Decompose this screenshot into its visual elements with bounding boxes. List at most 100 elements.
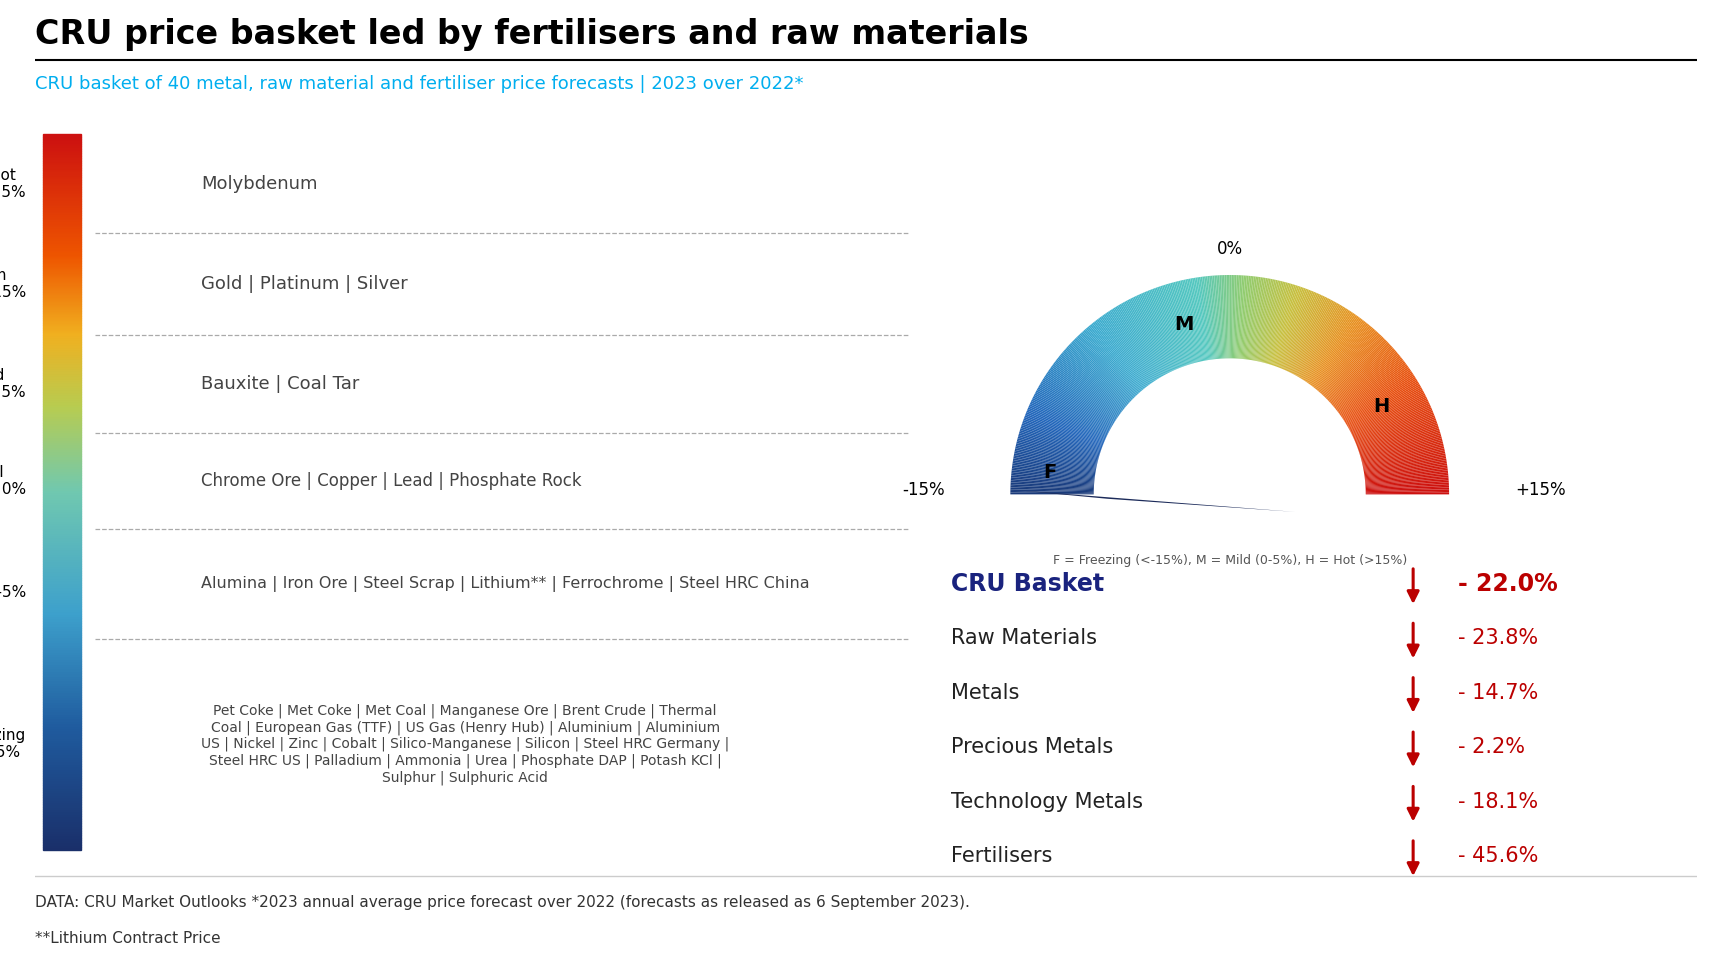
Wedge shape (1011, 481, 1095, 487)
Bar (43, 466, 81, 468)
Wedge shape (1327, 341, 1387, 399)
Text: DATA: CRU Market Outlooks *2023 annual average price forecast over 2022 (forecas: DATA: CRU Market Outlooks *2023 annual a… (35, 895, 970, 910)
Text: F = Freezing (<-15%), M = Mild (0-5%), H = Hot (>15%): F = Freezing (<-15%), M = Mild (0-5%), H… (1053, 554, 1406, 566)
Bar (43, 399, 81, 401)
Wedge shape (1088, 325, 1143, 391)
Bar (43, 721, 81, 723)
Bar (43, 785, 81, 787)
Wedge shape (1249, 277, 1263, 360)
Bar (43, 229, 81, 232)
Wedge shape (1271, 285, 1297, 365)
Wedge shape (1011, 470, 1095, 481)
Bar (43, 470, 81, 473)
Wedge shape (1240, 276, 1249, 359)
Wedge shape (1292, 300, 1332, 374)
Bar (43, 165, 81, 168)
Wedge shape (1365, 486, 1450, 491)
Wedge shape (1037, 386, 1112, 428)
Wedge shape (1185, 279, 1204, 361)
Wedge shape (1126, 300, 1166, 374)
Bar (43, 592, 81, 594)
Wedge shape (1353, 397, 1427, 436)
Bar (43, 528, 81, 530)
Wedge shape (1349, 387, 1422, 429)
Wedge shape (1011, 464, 1095, 476)
Bar (43, 700, 81, 702)
Bar (43, 358, 81, 361)
Wedge shape (1242, 276, 1252, 359)
Wedge shape (1018, 435, 1098, 459)
Bar (43, 228, 81, 229)
Bar (43, 771, 81, 774)
Wedge shape (1256, 279, 1275, 361)
Text: Warm
5% to 15%: Warm 5% to 15% (0, 268, 26, 300)
Bar (43, 380, 81, 382)
Text: Gold | Platinum | Silver: Gold | Platinum | Silver (201, 275, 407, 293)
Wedge shape (1328, 345, 1391, 402)
Bar (43, 492, 81, 494)
Wedge shape (1361, 440, 1443, 462)
Wedge shape (1278, 290, 1311, 368)
Wedge shape (1027, 411, 1103, 444)
Bar (43, 187, 81, 189)
Wedge shape (1031, 402, 1107, 439)
Bar (43, 800, 81, 802)
Bar (43, 208, 81, 210)
Wedge shape (1167, 284, 1192, 364)
Wedge shape (1129, 299, 1169, 373)
Wedge shape (1280, 290, 1313, 369)
Wedge shape (1297, 303, 1341, 376)
Bar (43, 244, 81, 247)
Wedge shape (1010, 491, 1093, 493)
Wedge shape (1131, 298, 1169, 372)
Bar (43, 547, 81, 549)
Bar (43, 752, 81, 755)
Bar (43, 821, 81, 824)
Wedge shape (1095, 320, 1147, 387)
Polygon shape (1015, 490, 1296, 512)
Wedge shape (1037, 387, 1110, 429)
Wedge shape (1283, 293, 1316, 370)
Bar (43, 325, 81, 327)
Wedge shape (1304, 311, 1351, 381)
Text: Fertilisers: Fertilisers (951, 846, 1053, 866)
Wedge shape (1231, 275, 1233, 358)
Bar (43, 607, 81, 609)
Wedge shape (1347, 383, 1420, 426)
Bar (43, 769, 81, 771)
Wedge shape (1115, 306, 1159, 378)
Text: CRU basket of 40 metal, raw material and fertiliser price forecasts | 2023 over : CRU basket of 40 metal, raw material and… (35, 75, 804, 93)
Wedge shape (1276, 288, 1306, 367)
Bar (43, 764, 81, 766)
Wedge shape (1351, 394, 1425, 433)
Text: Pet Coke | Met Coke | Met Coal | Manganese Ore | Brent Crude | Thermal
Coal | Eu: Pet Coke | Met Coke | Met Coal | Mangane… (201, 704, 729, 784)
Wedge shape (1261, 281, 1283, 362)
Bar (43, 766, 81, 769)
Wedge shape (1363, 444, 1444, 465)
Bar (43, 642, 81, 644)
Wedge shape (1251, 277, 1264, 360)
Bar (43, 170, 81, 173)
Wedge shape (1181, 280, 1200, 362)
Wedge shape (1200, 276, 1212, 360)
Wedge shape (1164, 285, 1190, 365)
Wedge shape (1318, 326, 1372, 391)
Wedge shape (1145, 292, 1178, 370)
Bar (43, 833, 81, 835)
Wedge shape (1079, 334, 1136, 396)
Wedge shape (1046, 374, 1115, 420)
Wedge shape (1245, 276, 1256, 359)
Bar (43, 711, 81, 713)
Bar (43, 345, 81, 347)
Wedge shape (1199, 276, 1212, 360)
Wedge shape (1334, 352, 1398, 407)
Bar (43, 327, 81, 330)
Bar (43, 583, 81, 585)
Wedge shape (1365, 468, 1448, 479)
Bar (43, 828, 81, 830)
Wedge shape (1316, 324, 1370, 390)
Wedge shape (1011, 477, 1095, 485)
Wedge shape (1055, 361, 1122, 413)
Wedge shape (1089, 324, 1143, 390)
Wedge shape (1017, 438, 1098, 461)
